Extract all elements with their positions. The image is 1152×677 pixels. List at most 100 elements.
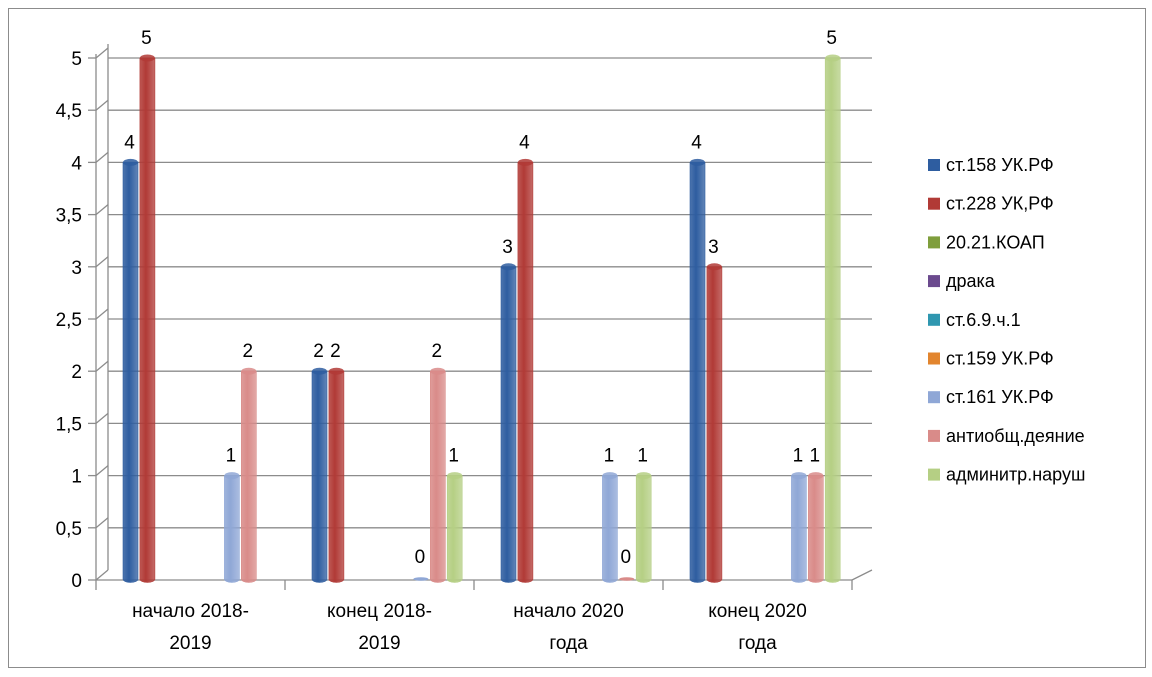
chart-frame: 0 0,5 1 1,5 2 2,5 3 3,5 4 4,5 5 начало 2018-2019 кон… bbox=[8, 8, 1146, 668]
bar-top bbox=[791, 472, 807, 480]
data-label: 5 bbox=[826, 28, 837, 49]
bar bbox=[241, 370, 257, 583]
bar bbox=[311, 370, 328, 583]
data-label: 2 bbox=[243, 341, 254, 362]
legend-entry: ст.6.9.ч.1 bbox=[946, 310, 1021, 330]
bar bbox=[824, 57, 841, 583]
bar-top bbox=[241, 367, 257, 375]
legend-entry: антиобщ.деяние bbox=[946, 426, 1085, 446]
bar-top bbox=[123, 158, 138, 166]
gridline-depth bbox=[95, 360, 109, 372]
data-label: 1 bbox=[226, 446, 237, 467]
bar-top bbox=[808, 472, 824, 480]
y-tick-label: 4 bbox=[71, 153, 82, 174]
data-label: 1 bbox=[637, 446, 648, 467]
floor-edge bbox=[851, 569, 873, 581]
bar-top bbox=[328, 367, 344, 375]
bar-top bbox=[517, 158, 533, 166]
gridline-depth bbox=[95, 569, 109, 581]
bar bbox=[808, 475, 824, 583]
data-label: 2 bbox=[313, 341, 324, 362]
y-tick-label: 3,5 bbox=[56, 206, 82, 227]
bar bbox=[224, 475, 240, 583]
x-category-label: начало 2020 года bbox=[513, 601, 624, 654]
x-category-label: конец 2020 года bbox=[708, 601, 807, 654]
bar bbox=[689, 162, 706, 583]
legend-swatch bbox=[928, 159, 940, 171]
bar bbox=[430, 370, 446, 583]
gridline-depth bbox=[95, 517, 109, 529]
y-tick-label: 1 bbox=[71, 467, 82, 488]
axes: 0 0,5 1 1,5 2 2,5 3 3,5 4 4,5 5 начало 2018-2019 кон… bbox=[56, 44, 873, 654]
x-category-label: начало 2018-2019 bbox=[132, 601, 249, 654]
bar bbox=[328, 370, 345, 583]
bar-zero bbox=[413, 577, 429, 581]
gridline-depth bbox=[95, 256, 109, 268]
legend-swatch bbox=[928, 236, 940, 249]
legend-swatch bbox=[928, 197, 940, 210]
bar-top bbox=[636, 472, 652, 480]
data-label: 4 bbox=[691, 132, 702, 153]
bar-top bbox=[501, 263, 516, 271]
legend-entry: ст.161 УК.РФ bbox=[946, 387, 1054, 407]
y-tick-label: 3 bbox=[71, 258, 82, 279]
legend-entry: админитр.наруш bbox=[946, 465, 1085, 485]
data-label: 0 bbox=[621, 547, 632, 568]
data-label: 4 bbox=[124, 132, 135, 153]
data-label: 4 bbox=[519, 132, 530, 153]
bar-top bbox=[430, 367, 446, 375]
legend-swatch bbox=[928, 468, 940, 481]
bar bbox=[706, 266, 723, 583]
y-tick-label: 0,5 bbox=[56, 519, 82, 540]
legend-swatch bbox=[928, 391, 940, 404]
legend-entry: драка bbox=[946, 271, 996, 291]
data-label: 0 bbox=[415, 547, 426, 568]
legend-entry: ст.228 УК,РФ bbox=[946, 194, 1054, 214]
bar-top bbox=[602, 472, 618, 480]
gridlines bbox=[95, 47, 872, 581]
bar-top bbox=[447, 472, 463, 480]
y-tick-label: 4,5 bbox=[56, 101, 82, 122]
data-label: 1 bbox=[793, 446, 804, 467]
gridline-depth bbox=[95, 99, 109, 111]
legend-swatch bbox=[928, 429, 940, 442]
legend-entry: 20.21.КОАП bbox=[946, 232, 1045, 252]
bar-top bbox=[690, 158, 705, 166]
data-label: 5 bbox=[141, 28, 152, 49]
bar-top bbox=[312, 367, 327, 375]
bars bbox=[122, 54, 841, 583]
data-label: 2 bbox=[432, 341, 443, 362]
data-label: 3 bbox=[708, 237, 719, 258]
gridline-depth bbox=[95, 465, 109, 477]
data-label: 1 bbox=[448, 446, 459, 467]
legend-entry: ст.159 УК.РФ bbox=[946, 349, 1054, 369]
bar bbox=[602, 475, 618, 583]
bar-zero bbox=[619, 577, 635, 581]
gridline-depth bbox=[95, 151, 109, 163]
gridline-depth bbox=[95, 204, 109, 216]
y-tick-label: 5 bbox=[71, 49, 82, 70]
y-tick-label: 2 bbox=[71, 362, 82, 383]
x-category-label: конец 2018-2019 bbox=[327, 601, 432, 654]
y-tick-label: 1,5 bbox=[56, 414, 82, 435]
data-label: 3 bbox=[502, 237, 513, 258]
bar-top bbox=[825, 54, 841, 62]
bar bbox=[446, 475, 463, 583]
legend: ст.158 УК.РФ ст.228 УК,РФ 20.21.КОАП драка с… bbox=[928, 155, 1085, 485]
data-label: 1 bbox=[604, 446, 615, 467]
legend-swatch bbox=[928, 275, 940, 288]
gridline-depth bbox=[95, 47, 109, 59]
bar bbox=[635, 475, 652, 583]
gridline-depth bbox=[95, 308, 109, 320]
data-label: 2 bbox=[330, 341, 341, 362]
bar bbox=[122, 162, 139, 583]
bar bbox=[791, 475, 807, 583]
bar-chart: 0 0,5 1 1,5 2 2,5 3 3,5 4 4,5 5 начало 2018-2019 кон… bbox=[56, 28, 1086, 654]
legend-swatch bbox=[928, 313, 940, 326]
bar-top bbox=[139, 54, 155, 62]
bar bbox=[517, 162, 534, 583]
y-tick-label: 0 bbox=[71, 571, 82, 592]
bar bbox=[500, 266, 517, 583]
bar-top bbox=[224, 472, 240, 480]
